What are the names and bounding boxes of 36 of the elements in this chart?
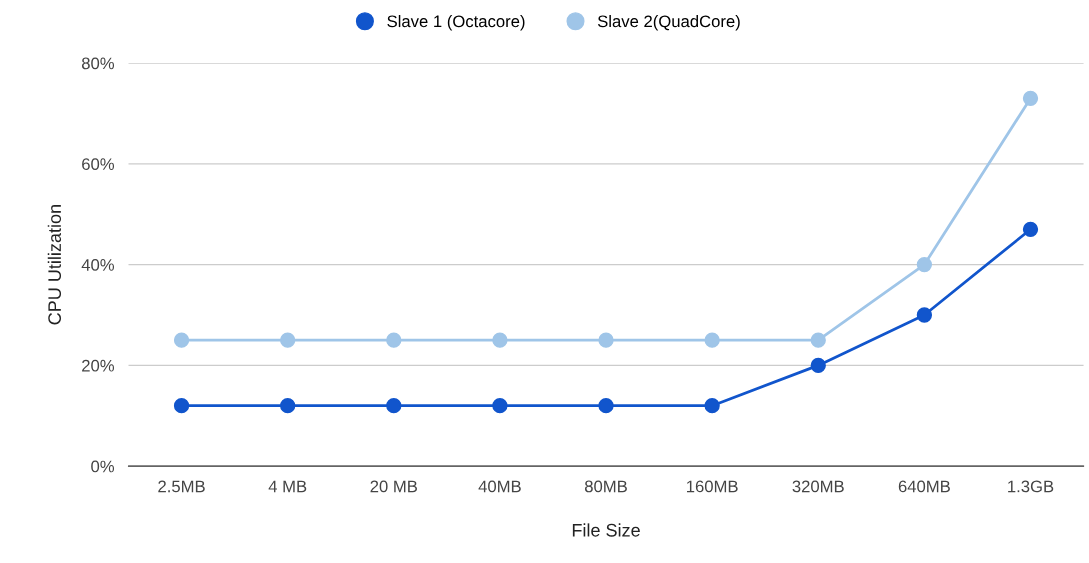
- x-tick-label: 40MB: [478, 480, 521, 493]
- point: [386, 398, 402, 414]
- x-axis-title: File Size: [572, 523, 640, 537]
- point: [173, 332, 190, 348]
- y-tick-label: 20%: [82, 359, 115, 372]
- point: [1022, 221, 1039, 237]
- y-tick-label: 60%: [82, 158, 115, 171]
- point: [704, 398, 720, 414]
- y-tick-label: 0%: [91, 460, 115, 473]
- point: [916, 307, 933, 323]
- point: [1022, 90, 1039, 106]
- x-tick-label: 80MB: [584, 480, 627, 493]
- y-axis-title: CPU Utilization: [47, 205, 62, 325]
- point: [598, 398, 614, 414]
- point: [280, 332, 296, 348]
- x-tick-label: 320MB: [792, 480, 844, 493]
- legend-label: Slave 1 (Octacore): [387, 15, 525, 31]
- legend-label: Slave 2(QuadCore): [597, 15, 740, 31]
- point: [492, 398, 508, 414]
- y-tick-label: 80%: [81, 57, 115, 70]
- y-tick-label: 40%: [81, 259, 115, 271]
- point: [173, 398, 190, 414]
- point: [598, 332, 614, 348]
- point: [704, 332, 720, 348]
- point: [916, 256, 933, 273]
- point: [492, 332, 508, 348]
- x-tick-label: 1.3GB: [1008, 480, 1054, 493]
- point: [810, 332, 826, 348]
- x-tick-label: 160MB: [687, 480, 738, 493]
- point: [810, 357, 826, 374]
- point: [386, 332, 402, 348]
- x-tick-label: 640MB: [898, 480, 950, 493]
- x-tick-label: 2.5MB: [158, 480, 205, 493]
- point: [280, 398, 296, 414]
- x-tick-label: 4 MB: [268, 480, 307, 493]
- x-tick-label: 20 MB: [370, 480, 417, 493]
